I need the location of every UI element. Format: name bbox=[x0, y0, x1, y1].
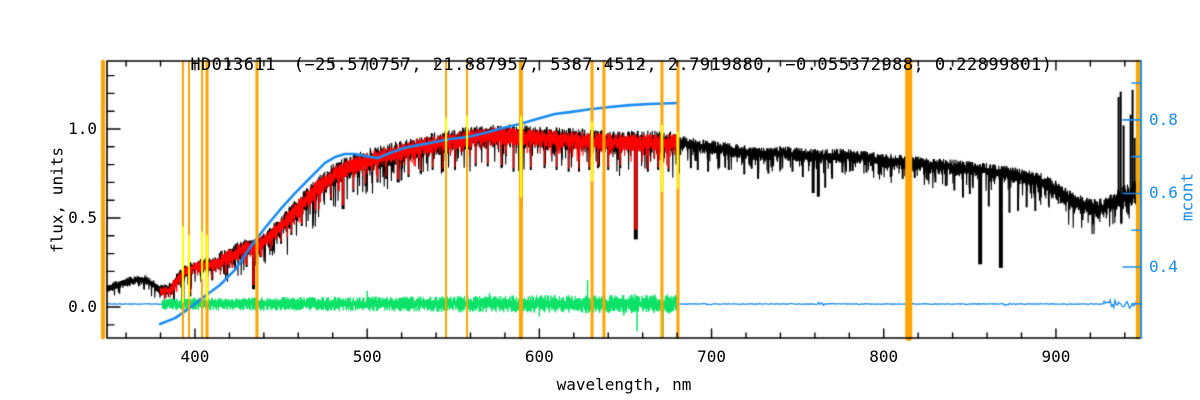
x-tick-label: 700 bbox=[697, 347, 726, 366]
y-tick-label-right: 0.8 bbox=[1149, 109, 1178, 129]
fit-params: (−25.570757, 21.887957, 5387.4512, 2.791… bbox=[293, 55, 1053, 75]
x-tick-label: 500 bbox=[352, 347, 382, 366]
y-tick-label-right: 0.6 bbox=[1149, 183, 1178, 203]
plot-title: HD013611 (−25.570757, 21.887957, 5387.451… bbox=[0, 35, 1200, 95]
y-tick-label-right: 0.4 bbox=[1149, 257, 1178, 276]
x-tick-label: 900 bbox=[1041, 347, 1071, 366]
y-axis-title-right: mcont bbox=[1177, 172, 1197, 222]
y-tick-label-left: 0.0 bbox=[68, 297, 97, 317]
x-tick-label: 600 bbox=[524, 347, 554, 366]
y-tick-label-left: 1.0 bbox=[68, 119, 97, 138]
x-tick-label: 400 bbox=[180, 347, 210, 366]
x-axis-title: wavelength, nm bbox=[556, 375, 692, 394]
y-axis-title-left: flux, units bbox=[47, 147, 67, 253]
star-id: HD013611 bbox=[190, 55, 276, 75]
x-tick-label: 800 bbox=[869, 347, 899, 366]
y-tick-label-left: 0.5 bbox=[68, 208, 97, 227]
